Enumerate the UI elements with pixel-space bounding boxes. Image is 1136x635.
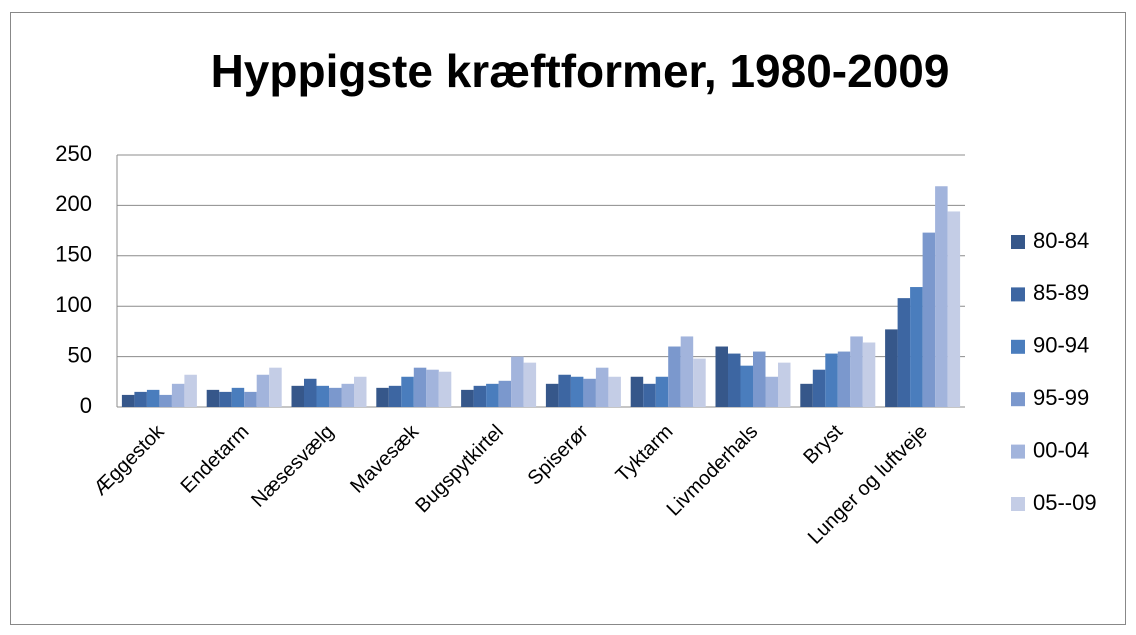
bar: [523, 362, 537, 407]
bar: [184, 374, 197, 407]
bar: [304, 378, 317, 407]
bar: [778, 362, 791, 407]
bar: [753, 351, 766, 407]
legend-label: 05--09: [1033, 490, 1097, 515]
bar: [388, 385, 402, 407]
bar: [511, 356, 524, 407]
bar: [812, 369, 826, 407]
y-tick-label: 200: [55, 191, 92, 216]
bar: [693, 358, 706, 407]
bar: [740, 365, 753, 407]
bar: [171, 383, 185, 407]
bar: [910, 287, 923, 407]
legend-swatch: [1011, 444, 1025, 459]
bar: [219, 391, 232, 407]
bar: [146, 389, 160, 407]
bar: [570, 376, 584, 407]
legend-label: 85-89: [1033, 280, 1089, 305]
bar: [922, 232, 936, 407]
bar: [376, 387, 389, 407]
bar: [765, 376, 778, 407]
bar: [862, 342, 876, 407]
legend-label: 00-04: [1033, 437, 1089, 462]
bar: [134, 391, 147, 407]
bar: [498, 380, 512, 407]
bar: [728, 353, 741, 407]
bar: [825, 353, 838, 407]
bar: [413, 367, 427, 407]
bar: [461, 389, 474, 407]
bar: [595, 367, 609, 407]
legend-swatch: [1011, 287, 1025, 302]
bar: [800, 383, 813, 407]
bar: [850, 336, 863, 407]
bar: [244, 391, 257, 407]
bar: [668, 346, 681, 407]
bar: [935, 186, 948, 407]
bar: [486, 383, 499, 407]
bar: [316, 385, 329, 407]
bar: [269, 367, 282, 407]
bar: [329, 387, 342, 407]
bar: [655, 376, 669, 407]
bar: [159, 394, 172, 407]
y-tick-label: 250: [55, 141, 92, 166]
bar: [354, 376, 367, 407]
bar: [630, 376, 644, 407]
bar: [837, 351, 851, 407]
bar: [715, 346, 728, 407]
bar: [206, 389, 220, 407]
bar: [291, 385, 304, 407]
legend-label: 90-94: [1033, 333, 1089, 358]
bar: [643, 383, 656, 407]
bar: [438, 371, 452, 407]
bar: [583, 378, 596, 407]
legend-label: 95-99: [1033, 385, 1089, 410]
bar: [680, 336, 694, 407]
bar: [545, 383, 559, 407]
bar: [231, 387, 245, 407]
bar: [121, 394, 135, 407]
y-tick-label: 0: [80, 393, 92, 418]
y-tick-label: 150: [55, 242, 92, 267]
bar: [897, 298, 911, 407]
bar: [558, 374, 571, 407]
bar: [341, 383, 354, 407]
legend-swatch: [1011, 392, 1025, 407]
bar: [401, 376, 414, 407]
legend-swatch: [1011, 235, 1025, 249]
legend-swatch: [1011, 339, 1025, 354]
bar: [256, 374, 270, 407]
y-tick-label: 50: [68, 342, 92, 367]
legend-swatch: [1011, 497, 1025, 511]
bar: [426, 369, 439, 407]
legend-label: 80-84: [1033, 228, 1089, 253]
chart-title: Hyppigste kræftformer, 1980-2009: [211, 45, 950, 97]
bar: [947, 211, 961, 407]
bar: [885, 329, 898, 407]
y-tick-label: 100: [55, 292, 92, 317]
bar: [473, 385, 487, 407]
bar: [608, 376, 621, 407]
